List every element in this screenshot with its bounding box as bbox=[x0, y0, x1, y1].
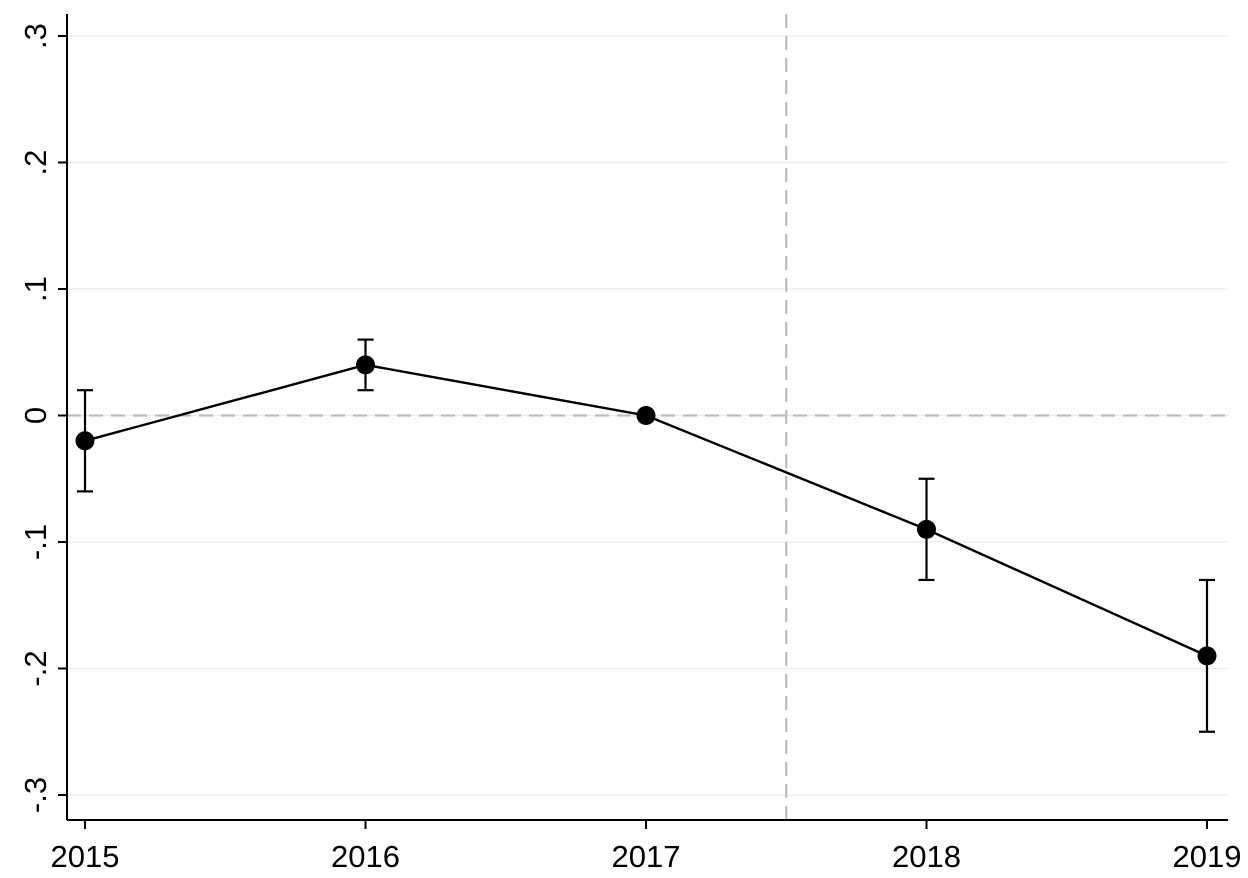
x-tick-label: 2015 bbox=[51, 839, 120, 873]
data-point bbox=[636, 406, 656, 425]
x-tick-label: 2016 bbox=[331, 839, 400, 873]
data-points bbox=[75, 355, 1217, 666]
data-point bbox=[917, 519, 936, 539]
x-tick-label: 2018 bbox=[892, 839, 961, 873]
data-point bbox=[356, 355, 375, 375]
x-tick-label: 2017 bbox=[612, 839, 681, 873]
axes: -.3 -.2 -.1 0 .1 .2 .3 2015 2016 2017 2018 2019 bbox=[18, 14, 1242, 874]
confidence-intervals bbox=[77, 338, 1215, 733]
y-tick-label: -.2 bbox=[18, 650, 53, 686]
data-point bbox=[75, 431, 95, 451]
data-point bbox=[1197, 646, 1217, 666]
y-tick-label: .1 bbox=[18, 276, 53, 302]
y-tick-label: .2 bbox=[18, 150, 53, 176]
y-tick-label: -.1 bbox=[18, 524, 53, 560]
y-tick-label: 0 bbox=[18, 407, 53, 424]
y-tick-label: -.3 bbox=[18, 777, 53, 813]
y-tick-label: .3 bbox=[18, 23, 53, 49]
x-tick-label: 2019 bbox=[1173, 839, 1242, 873]
gridlines bbox=[67, 35, 1228, 796]
